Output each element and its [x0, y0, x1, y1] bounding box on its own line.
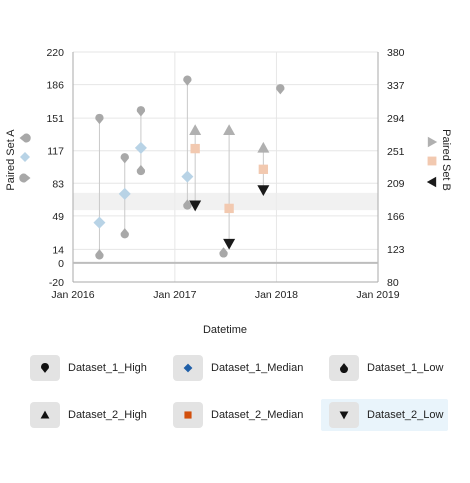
y-right-tick-label: 209 [387, 178, 405, 190]
y-left-tick-label: 117 [47, 146, 64, 158]
point-dataset-1-low [136, 164, 146, 176]
y-right-tick-label: 294 [387, 113, 405, 125]
drop-down-icon [30, 355, 60, 381]
point-dataset-1-low [120, 228, 129, 239]
highlight-band-layer [73, 192, 378, 211]
point-dataset-2-high [257, 141, 270, 153]
point-dataset-1-median [118, 187, 131, 200]
square-icon [173, 402, 203, 428]
x-tick-label: Jan 2016 [51, 289, 94, 301]
legend-label: Dataset_2_High [68, 409, 147, 421]
right-key-triangle-left-icon [426, 176, 437, 188]
left-key-drop-left-icon [19, 133, 31, 143]
diamond-glyph [183, 363, 193, 373]
y-axis-right-title: Paired Set B [440, 129, 452, 191]
point-dataset-2-median [190, 143, 200, 154]
highlight-band [73, 192, 378, 211]
legend-label: Dataset_1_Median [211, 362, 304, 374]
right-key-triangle-right-icon [427, 136, 438, 148]
grid [72, 51, 379, 283]
triangle-down-shape [339, 411, 349, 420]
point-dataset-2-median [224, 203, 234, 214]
point-dataset-1-high [120, 153, 129, 164]
legend-item-dataset-2-low[interactable]: Dataset_2_Low [321, 399, 448, 431]
y-left-tick-label: 220 [46, 47, 64, 59]
y-left-tick-label: 14 [52, 244, 64, 256]
y-left-tick-label: 83 [52, 178, 64, 190]
drop-up-icon [329, 355, 359, 381]
range-lines [98, 80, 264, 255]
point-dataset-2-median [258, 164, 269, 174]
square-glyph [184, 411, 192, 419]
y-right-tick-label: 380 [387, 47, 405, 59]
y-right-tick-label: 80 [387, 277, 399, 289]
point-dataset-2-low [189, 200, 202, 212]
legend-item-dataset-2-median[interactable]: Dataset_2_Median [165, 399, 305, 431]
point-dataset-1-median [134, 141, 147, 154]
point-dataset-1-median [181, 170, 194, 183]
tick-labels: -20 0 14 49 83 117 151 186 220 80 123 166 209 251 294 3… [46, 47, 404, 301]
legend-label: Dataset_2_Low [367, 409, 444, 421]
y-right-tick-label: 123 [387, 244, 405, 256]
legend-item-dataset-2-high[interactable]: Dataset_2_High [22, 399, 152, 431]
drop-up-glyph [340, 363, 348, 374]
legend-label: Dataset_2_Median [211, 409, 304, 421]
data-points [93, 75, 285, 260]
point-dataset-1-median [93, 216, 106, 229]
y-right-tick-label: 166 [387, 211, 405, 223]
y-right-tick-label: 337 [387, 80, 405, 92]
triangle-down-icon [329, 402, 359, 428]
point-dataset-1-high [183, 75, 192, 86]
axes [72, 52, 379, 283]
y-left-tick-label: 49 [52, 211, 64, 223]
y-left-tick-label: 0 [58, 258, 64, 270]
x-tick-label: Jan 2019 [356, 289, 399, 301]
legend-label: Dataset_1_Low [367, 362, 444, 374]
point-dataset-2-high [223, 124, 236, 135]
y-left-tick-label: -20 [49, 277, 64, 289]
x-tick-label: Jan 2017 [153, 289, 196, 301]
point-dataset-2-high [189, 124, 202, 135]
square-shape [184, 411, 192, 419]
y-left-tick-label: 186 [46, 80, 64, 92]
point-dataset-1-high [95, 113, 104, 125]
right-key-square-icon [427, 156, 437, 166]
triangle-up-icon [30, 402, 60, 428]
drop-down-shape [41, 362, 49, 373]
axis-marker-keys [19, 133, 438, 188]
point-dataset-1-high [276, 84, 285, 95]
y-left-tick-label: 151 [46, 113, 64, 125]
left-key-diamond-icon [20, 152, 30, 162]
point-dataset-2-low [223, 238, 236, 250]
legend-item-dataset-1-low[interactable]: Dataset_1_Low [321, 352, 447, 384]
drop-down-glyph [41, 362, 49, 373]
point-dataset-1-low [219, 247, 228, 258]
legend-item-dataset-1-high[interactable]: Dataset_1_High [22, 352, 152, 384]
triangle-up-glyph [40, 410, 50, 419]
diamond-icon [173, 355, 203, 381]
triangle-down-glyph [339, 411, 349, 420]
point-dataset-1-low [183, 199, 192, 210]
legend-label: Dataset_1_High [68, 362, 147, 374]
left-key-drop-right-icon [19, 173, 31, 183]
triangle-up-shape [40, 410, 50, 419]
point-dataset-2-low [257, 185, 270, 196]
point-dataset-1-low [95, 249, 104, 260]
drop-up-shape [340, 363, 348, 374]
y-axis-left-title: Paired Set A [5, 129, 17, 191]
diamond-shape [183, 363, 193, 373]
point-dataset-1-high [136, 106, 146, 117]
y-right-tick-label: 251 [387, 146, 405, 158]
legend-item-dataset-1-median[interactable]: Dataset_1_Median [165, 352, 305, 384]
x-tick-label: Jan 2018 [255, 289, 298, 301]
x-axis-title: Datetime [203, 324, 247, 336]
